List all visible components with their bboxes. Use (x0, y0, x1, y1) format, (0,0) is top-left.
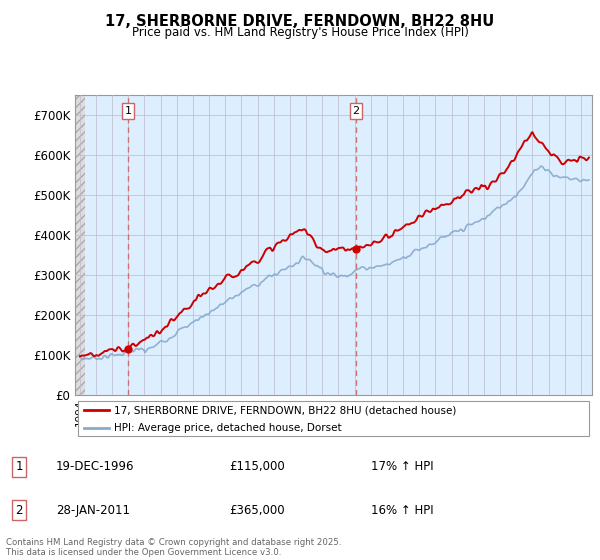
Text: 2: 2 (15, 503, 23, 517)
Text: £365,000: £365,000 (229, 503, 285, 517)
Text: 17, SHERBORNE DRIVE, FERNDOWN, BH22 8HU: 17, SHERBORNE DRIVE, FERNDOWN, BH22 8HU (106, 14, 494, 29)
Text: 1: 1 (124, 106, 131, 116)
Text: 19-DEC-1996: 19-DEC-1996 (56, 460, 134, 473)
Text: £115,000: £115,000 (229, 460, 285, 473)
Text: 2: 2 (352, 106, 359, 116)
Text: Contains HM Land Registry data © Crown copyright and database right 2025.
This d: Contains HM Land Registry data © Crown c… (6, 538, 341, 557)
Text: 28-JAN-2011: 28-JAN-2011 (56, 503, 130, 517)
FancyBboxPatch shape (77, 402, 589, 436)
Text: 1: 1 (15, 460, 23, 473)
Text: 17, SHERBORNE DRIVE, FERNDOWN, BH22 8HU (detached house): 17, SHERBORNE DRIVE, FERNDOWN, BH22 8HU … (114, 405, 456, 415)
Text: 16% ↑ HPI: 16% ↑ HPI (371, 503, 433, 517)
Text: 17% ↑ HPI: 17% ↑ HPI (371, 460, 433, 473)
Text: HPI: Average price, detached house, Dorset: HPI: Average price, detached house, Dors… (114, 423, 341, 433)
Text: Price paid vs. HM Land Registry's House Price Index (HPI): Price paid vs. HM Land Registry's House … (131, 26, 469, 39)
